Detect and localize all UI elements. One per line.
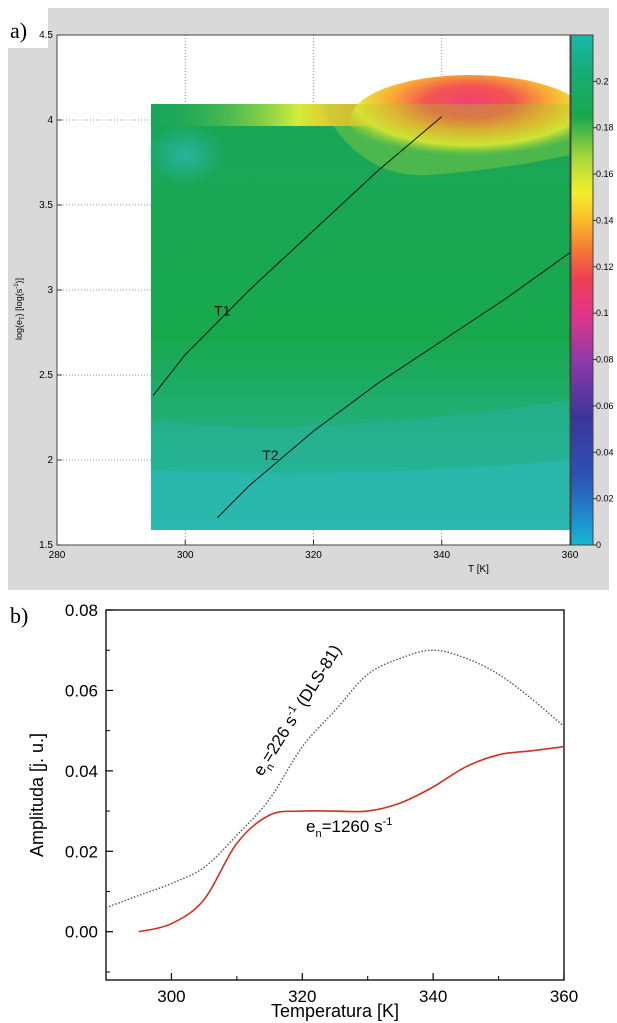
line-series-solid (138, 745, 565, 933)
heatmap-line-t2 (216, 252, 571, 519)
heatmap-x-ticks: 280 300 320 340 360 (49, 540, 579, 561)
line-x-tick-label: 360 (550, 987, 578, 1006)
annotation-en-1260: en=1260 s-1 (306, 816, 392, 840)
line-y-tick-label: 0.08 (65, 601, 98, 620)
line-x-tick-label: 340 (419, 987, 447, 1006)
heatmap-y-tick-label: 4 (47, 115, 53, 126)
colorbar-tick-label: 0.06 (596, 401, 614, 411)
heatmap-x-tick-label: 340 (433, 550, 450, 561)
panel-a-label-bg (8, 8, 48, 48)
line-y-tick-label: 0.00 (65, 923, 98, 942)
colorbar-tick-label: 0.16 (596, 169, 614, 179)
panel-a-label: a) (10, 18, 27, 43)
heatmap-line-t1 (152, 116, 443, 396)
heatmap-hot-region (350, 75, 590, 165)
heatmap-annotation-t1: T1 (214, 303, 231, 319)
heatmap-warm-contour (320, 104, 570, 176)
colorbar-tick-label: 0.18 (596, 123, 614, 133)
heatmap-y-tick-label: 3.5 (39, 200, 53, 211)
heatmap-cool-region (145, 125, 225, 185)
colorbar-tick-label: 0 (596, 540, 601, 550)
heatmap-x-tick-label: 320 (305, 550, 322, 561)
line-y-tick-label: 0.02 (65, 842, 98, 861)
line-y-ticks: 0.00 0.02 0.04 0.06 0.08 (65, 601, 113, 973)
heatmap-x-axis-label: T [K] (468, 564, 489, 575)
heatmap-annotations: T1 T2 (214, 303, 279, 464)
colorbar-tick-label: 0.1 (596, 308, 609, 318)
heatmap-y-tick-label: 3 (47, 285, 53, 296)
line-series-dotted (105, 649, 565, 909)
colorbar-tick-label: 0.14 (596, 215, 614, 225)
heatmap-lowest-contour (151, 460, 570, 530)
line-y-tick-label: 0.06 (65, 681, 98, 700)
colorbar-tick-label: 0.2 (596, 76, 609, 86)
line-x-tick-label: 320 (288, 987, 316, 1006)
heatmap-x-tick-label: 360 (562, 550, 579, 561)
colorbar-tick-label: 0.12 (596, 262, 614, 272)
colorbar-tick-label: 0.08 (596, 355, 614, 365)
colorbar-ticks: 0 0.02 0.04 0.06 0.08 0.1 0.12 0.14 0.16 0.18 0.2 (593, 76, 614, 550)
line-chart: 300 320 340 360 0.00 0.02 0.04 0.06 0.08 Temper… (27, 601, 578, 1021)
line-y-tick-label: 0.04 (65, 762, 98, 781)
heatmap-field (145, 75, 590, 530)
line-x-tick-label: 300 (157, 987, 185, 1006)
line-series (105, 649, 565, 933)
heatmap-lines (152, 116, 571, 519)
heatmap-y-ticks: 1.5 2 2.5 3 3.5 4 4.5 (39, 30, 62, 551)
colorbar-tick-label: 0.04 (596, 447, 614, 457)
panel-b-label: b) (10, 603, 28, 628)
heatmap-x-tick-label: 280 (49, 550, 66, 561)
colorbar-tick-label: 0.02 (596, 494, 614, 504)
heatmap-y-tick-label: 2.5 (39, 370, 53, 381)
heatmap-y-tick-label: 2 (47, 455, 53, 466)
heatmap-y-tick-label: 4.5 (39, 30, 53, 41)
colorbar (570, 34, 594, 546)
line-x-axis-label: Temperatura [K] (271, 1001, 399, 1021)
heatmap-chart: T1 T2 280 300 320 340 360 1.5 2 2.5 3 3.5 4 4.5 T [… (14, 30, 614, 575)
heatmap-y-axis-label: log(eT) [log(s-1)] (14, 278, 26, 340)
heatmap-annotation-t2: T2 (262, 447, 279, 463)
heatmap-y-tick-label: 1.5 (39, 540, 53, 551)
line-x-ticks: 300 320 340 360 (157, 973, 578, 1006)
heatmap-x-tick-label: 300 (177, 550, 194, 561)
line-y-axis-label: Amplituda [j. u.] (27, 733, 47, 857)
